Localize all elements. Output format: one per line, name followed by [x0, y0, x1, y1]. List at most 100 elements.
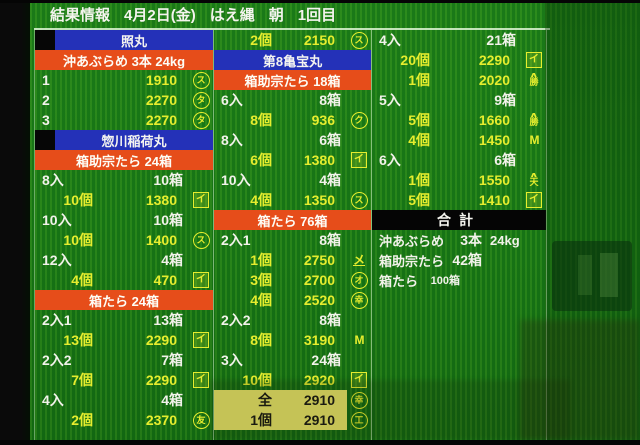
buyer-mark-slot: イ [522, 190, 546, 210]
sale-row: 20個 2290 イ [372, 50, 546, 70]
lot-group-wrap: 2入2 8箱 [214, 310, 347, 330]
buyer-mark-circled-icon: ス [350, 191, 368, 209]
sale-price: 1660 [478, 112, 510, 128]
vessel-name: 惣川稲荷丸 [101, 133, 167, 149]
lot-group-label: 10入 [221, 172, 251, 188]
sale-price: 1550 [478, 172, 510, 188]
lot-group-row: 10入 10箱 [35, 210, 213, 230]
photo-edge-bottom [0, 440, 640, 445]
screen-reflection [600, 253, 618, 297]
vessel-header-row: 惣川稲荷丸 [35, 130, 213, 150]
buyer-mark-boxed-icon: イ [526, 52, 542, 68]
buyer-mark-slot: ス [189, 70, 213, 90]
lot-group-label: 8入 [42, 172, 64, 188]
lot-group-row: 2入1 13箱 [35, 310, 213, 330]
sale-price: 1380 [145, 192, 177, 208]
lot-group-label: 2入1 [221, 232, 251, 248]
sale-row: 全 2910 幸 [214, 390, 371, 410]
sale-price: 2520 [303, 292, 335, 308]
buyer-mark-yama-icon: ∧ 勝 [529, 112, 539, 127]
sale-quantity: 10個 [63, 232, 93, 248]
sale-quantity: 13個 [63, 332, 93, 348]
buyer-mark-circled-icon: 工 [350, 411, 368, 429]
sale-row: 1個 2020 ∧ 勝 [372, 70, 546, 90]
buyer-mark-slot: タ [189, 110, 213, 130]
screen-reflection [545, 3, 640, 443]
lot-group-label: 6入 [379, 152, 401, 168]
sale-row: 2 2270 タ [35, 90, 213, 110]
yama-roof-icon: ∧ [529, 112, 539, 119]
species-label: 箱助宗たら 18箱 [244, 73, 341, 89]
sale-row-wrap: 20個 2290 [372, 50, 522, 70]
buyer-mark-char: 勝 [529, 77, 539, 87]
sale-quantity: 2個 [71, 412, 93, 428]
lot-group-wrap: 5入 9箱 [372, 90, 522, 110]
sale-row: 4個 470 イ [35, 270, 213, 290]
vessel-name: 第8亀宝丸 [262, 53, 323, 69]
species-header-row: 沖あぶらめ 3本 24kg [35, 50, 213, 70]
sale-row: 10個 1380 イ [35, 190, 213, 210]
sale-quantity: 6個 [250, 152, 272, 168]
buyer-mark-slot: 幸 [347, 390, 371, 410]
sale-quantity: 10個 [63, 192, 93, 208]
sale-quantity: 全 [258, 392, 272, 408]
lot-group-wrap: 4入 21箱 [372, 30, 522, 50]
lot-group-wrap: 2入1 8箱 [214, 230, 347, 250]
sale-price: 1380 [303, 152, 335, 168]
lot-group-row: 6入 8箱 [214, 90, 371, 110]
buyer-mark-slot: ス [347, 30, 371, 50]
vessel-header-notch [35, 30, 55, 50]
sale-quantity: 10個 [242, 372, 272, 388]
header-round: 1回目 [297, 7, 337, 24]
lot-group-row: 8入 10箱 [35, 170, 213, 190]
sale-row-wrap: 4個 1350 [214, 190, 347, 210]
board-column-1: 照丸 沖あぶらめ 3本 24kg 1 1910 ス 2 2270 タ 3 2270 タ惣川稲荷丸 箱助… [34, 30, 214, 440]
sale-price: 2270 [145, 92, 177, 108]
buyer-mark-slot [347, 170, 371, 190]
lot-group-row: 4入 4箱 [35, 390, 213, 410]
buyer-mark-slot [189, 210, 213, 230]
lot-group-row: 10入 4箱 [214, 170, 371, 190]
photo-edge-left [0, 0, 30, 445]
header-title: 結果情報 [50, 7, 111, 24]
buyer-mark-plain-icon: M [354, 333, 365, 347]
buyer-mark-slot: ∧ 天 [522, 170, 546, 190]
sale-quantity: 3個 [250, 272, 272, 288]
lot-group-boxcount: 13箱 [153, 312, 183, 328]
buyer-mark-slot: 工 [347, 410, 371, 430]
sale-price: 2370 [145, 412, 177, 428]
summary-row: 箱たら 100箱 [372, 270, 546, 290]
buyer-mark-circled-icon: ス [350, 31, 368, 49]
lot-group-boxcount: 6箱 [319, 132, 341, 148]
buyer-mark-yama-icon: ∧ 天 [529, 172, 539, 187]
sale-row: 13個 2290 イ [35, 330, 213, 350]
sale-row-wrap: 1個 2910 [214, 410, 347, 430]
sale-row: 4個 1350 ス [214, 190, 371, 210]
sale-row: 3 2270 タ [35, 110, 213, 130]
sale-row: 10個 2920 イ [214, 370, 371, 390]
sale-row: 4個 2520 幸 [214, 290, 371, 310]
tv-screen: 結果情報 4月2日(金) はえ縄朝 1回目 照丸 沖あぶらめ 3本 24kg 1 1910 ス… [30, 3, 640, 443]
buyer-mark-circled-icon: オ [350, 271, 368, 289]
lot-group-wrap: 10入 4箱 [214, 170, 347, 190]
buyer-mark-slot: イ [347, 150, 371, 170]
sale-quantity: 8個 [250, 332, 272, 348]
buyer-mark-char: 天 [529, 177, 539, 187]
screen-reflection [552, 241, 632, 311]
sale-row: 1個 2750 メ [214, 250, 371, 270]
sale-row-wrap: 1 1910 [35, 70, 189, 90]
sale-row-wrap: 3個 2700 [214, 270, 347, 290]
sale-price: 2290 [145, 372, 177, 388]
yama-roof-icon: ∧ [529, 172, 539, 179]
sale-quantity: 20個 [400, 52, 430, 68]
result-board: 結果情報 4月2日(金) はえ縄朝 1回目 照丸 沖あぶらめ 3本 24kg 1 1910 ス… [34, 3, 550, 440]
buyer-mark-plain-icon: M [529, 133, 540, 147]
lot-group-label: 3入 [221, 352, 243, 368]
lot-group-label: 10入 [42, 212, 72, 228]
lot-group-boxcount: 10箱 [153, 172, 183, 188]
buyer-mark-slot [522, 30, 546, 50]
lot-group-wrap: 6入 8箱 [214, 90, 347, 110]
photo-edge-top [0, 0, 640, 3]
sale-quantity: 1個 [408, 72, 430, 88]
